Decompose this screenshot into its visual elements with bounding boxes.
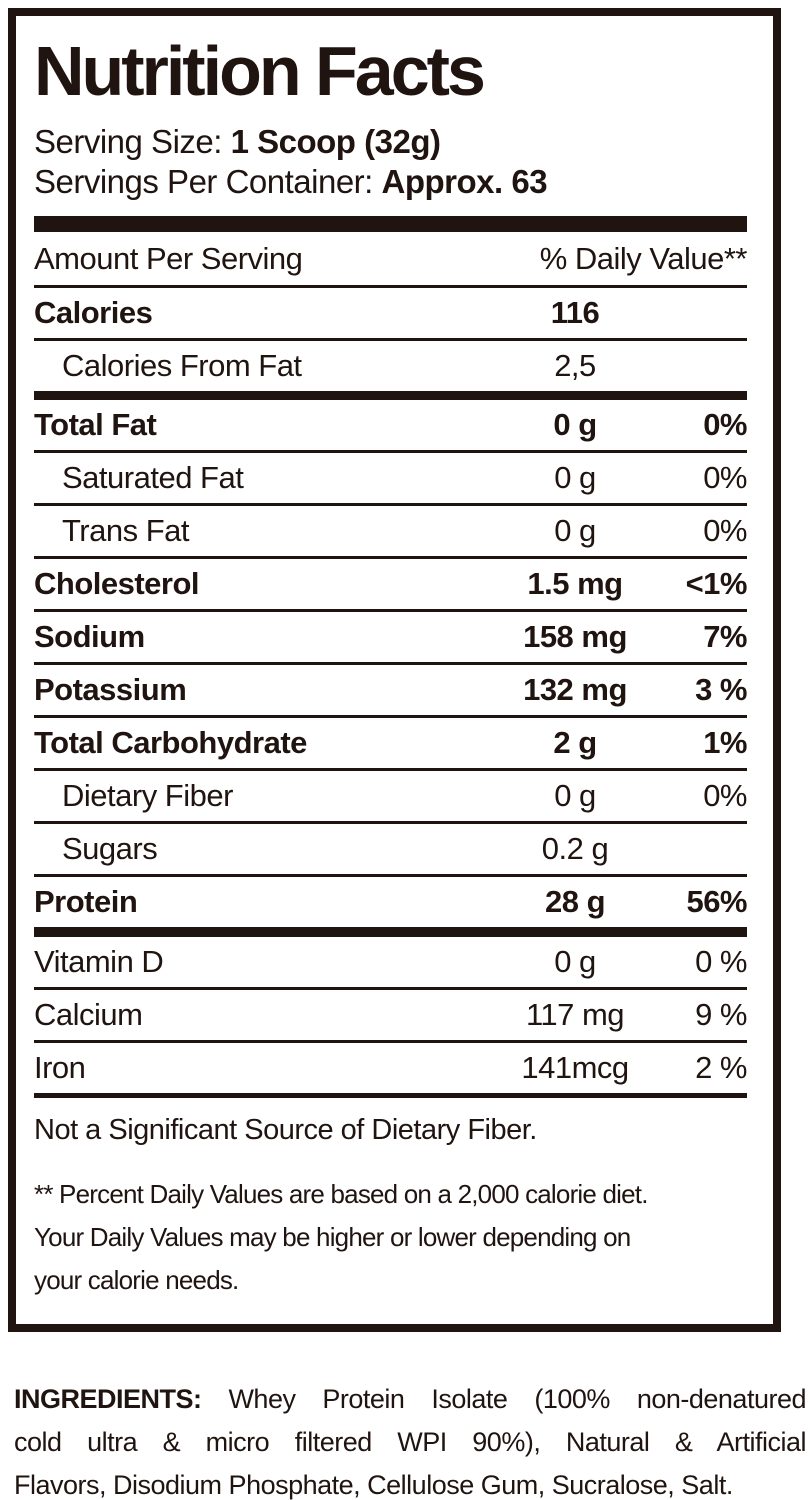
serving-size-value: 1 Scoop (32g)	[230, 123, 441, 160]
nutrient-dv: 56%	[686, 884, 747, 919]
nutrient-label: Cholesterol	[34, 566, 200, 601]
ingredients-line: cold ultra & micro filtered WPI 90%), Na…	[14, 1427, 807, 1457]
serving-size-line: Serving Size: 1 Scoop (32g)	[34, 122, 747, 162]
divider-thin	[34, 556, 747, 559]
divider-thin	[34, 662, 747, 665]
nutrient-label: Protein	[34, 884, 138, 919]
divider-thin	[34, 768, 747, 771]
nutrient-label: Sugars	[62, 831, 158, 866]
nutrient-amount: 0 g	[553, 407, 597, 442]
nutrient-amount: 117 mg	[525, 997, 625, 1032]
nutrient-label: Vitamin D	[34, 944, 164, 979]
nutrient-amount: 132 mg	[523, 672, 627, 707]
divider-thick	[34, 391, 747, 400]
divider-thin	[34, 450, 747, 453]
servings-per-container-value: Approx. 63	[381, 163, 548, 200]
row-sugars: Sugars 0.2 g	[34, 824, 747, 874]
row-total-carbohydrate: Total Carbohydrate 2 g 1%	[34, 718, 748, 768]
ingredients-line: INGREDIENTS: Whey Protein Isolate (100% …	[14, 1378, 807, 1421]
divider-thin	[34, 285, 747, 288]
nutrient-amount: 0.2 g	[541, 831, 609, 866]
servings-per-container-label: Servings Per Container:	[34, 163, 382, 200]
row-cholesterol: Cholesterol 1.5 mg <1%	[34, 559, 748, 609]
nutrient-label: Iron	[34, 1050, 86, 1085]
nutrient-amount: 2,5	[554, 348, 596, 383]
amount-per-serving-header: Amount Per Serving	[34, 240, 303, 276]
nutrient-label: Potassium	[34, 672, 187, 707]
row-vitamin-d: Vitamin D 0 g 0 %	[34, 937, 748, 987]
nutrient-label: Total Fat	[34, 407, 157, 442]
nutrition-facts-title: Nutrition Facts	[34, 32, 486, 110]
nutrient-dv: 3 %	[695, 672, 747, 707]
daily-value-footnote-line: your calorie needs.	[34, 1265, 239, 1295]
ingredients-label: INGREDIENTS:	[14, 1384, 202, 1414]
nutrient-dv: 0%	[703, 778, 747, 813]
fiber-footnote: Not a Significant Source of Dietary Fibe…	[34, 1114, 537, 1146]
divider-thick	[34, 927, 747, 937]
row-iron: Iron 141mcg 2 %	[34, 1043, 748, 1093]
divider-thin	[34, 1040, 747, 1043]
nutrient-dv: 0%	[703, 513, 747, 548]
nutrient-label: Calories From Fat	[62, 348, 302, 383]
divider-thin	[34, 987, 747, 990]
divider-thin	[34, 503, 747, 506]
nutrient-dv: 0%	[703, 407, 747, 442]
nutrient-amount: 141mcg	[521, 1050, 629, 1085]
nutrient-amount: 0 g	[554, 513, 596, 548]
daily-value-header: % Daily Value**	[539, 240, 748, 276]
nutrient-dv: 9 %	[695, 997, 747, 1032]
nutrient-dv: <1%	[685, 566, 748, 601]
daily-value-footnote: ** Percent Daily Values are based on a 2…	[34, 1173, 747, 1302]
nutrition-label-box: Nutrition Facts Serving Size: 1 Scoop (3…	[8, 8, 781, 1332]
daily-value-footnote-line: ** Percent Daily Values are based on a 2…	[34, 1179, 648, 1209]
row-trans-fat: Trans Fat 0 g 0%	[34, 506, 748, 556]
divider-medium	[34, 1093, 747, 1098]
divider-thin	[34, 821, 747, 824]
daily-value-footnote-line: Your Daily Values may be higher or lower…	[34, 1222, 631, 1252]
ingredients-line: Flavors, Disodium Phosphate, Cellulose G…	[14, 1470, 733, 1500]
nutrient-label: Calories	[34, 295, 153, 330]
row-total-fat: Total Fat 0 g 0%	[34, 400, 748, 450]
row-saturated-fat: Saturated Fat 0 g 0%	[34, 453, 748, 503]
nutrient-label: Total Carbohydrate	[34, 725, 307, 760]
nutrient-label: Saturated Fat	[62, 460, 244, 495]
nutrient-amount: 0 g	[554, 778, 596, 813]
divider-thin	[34, 874, 747, 877]
nutrient-dv: 0%	[703, 460, 747, 495]
nutrient-amount: 158 mg	[523, 619, 627, 654]
divider-thin	[34, 338, 747, 341]
divider-thin	[34, 609, 747, 612]
nutrient-dv: 1%	[703, 725, 747, 760]
divider-thick-top	[34, 216, 747, 232]
nutrient-label: Dietary Fiber	[62, 778, 233, 813]
ingredients-text: Whey Protein Isolate (100% non-denatured	[201, 1384, 806, 1414]
serving-size-label: Serving Size:	[34, 123, 231, 160]
nutrient-amount: 0 g	[554, 460, 596, 495]
nutrient-amount: 0 g	[554, 944, 596, 979]
nutrient-amount: 2 g	[553, 725, 597, 760]
row-calories-from-fat: Calories From Fat 2,5	[34, 341, 747, 391]
nutrient-label: Calcium	[34, 997, 143, 1032]
row-sodium: Sodium 158 mg 7%	[34, 612, 748, 662]
table-header-row: Amount Per Serving % Daily Value**	[34, 232, 748, 285]
nutrient-dv: 0 %	[695, 944, 747, 979]
ingredients-section: INGREDIENTS: Whey Protein Isolate (100% …	[14, 1378, 807, 1500]
nutrient-label: Trans Fat	[62, 513, 190, 548]
row-potassium: Potassium 132 mg 3 %	[34, 665, 748, 715]
row-calories: Calories 116	[34, 288, 747, 338]
nutrient-amount: 116	[550, 295, 600, 330]
nutrient-dv: 2 %	[695, 1050, 747, 1085]
row-dietary-fiber: Dietary Fiber 0 g 0%	[34, 771, 748, 821]
row-protein: Protein 28 g 56%	[34, 877, 748, 927]
row-calcium: Calcium 117 mg 9 %	[34, 990, 748, 1040]
nutrient-dv: 7%	[703, 619, 747, 654]
divider-thin	[34, 715, 747, 718]
nutrient-label: Sodium	[34, 619, 145, 654]
nutrient-amount: 28 g	[544, 884, 606, 919]
nutrient-amount: 1.5 mg	[527, 566, 623, 601]
servings-per-container-line: Servings Per Container: Approx. 63	[34, 162, 747, 202]
